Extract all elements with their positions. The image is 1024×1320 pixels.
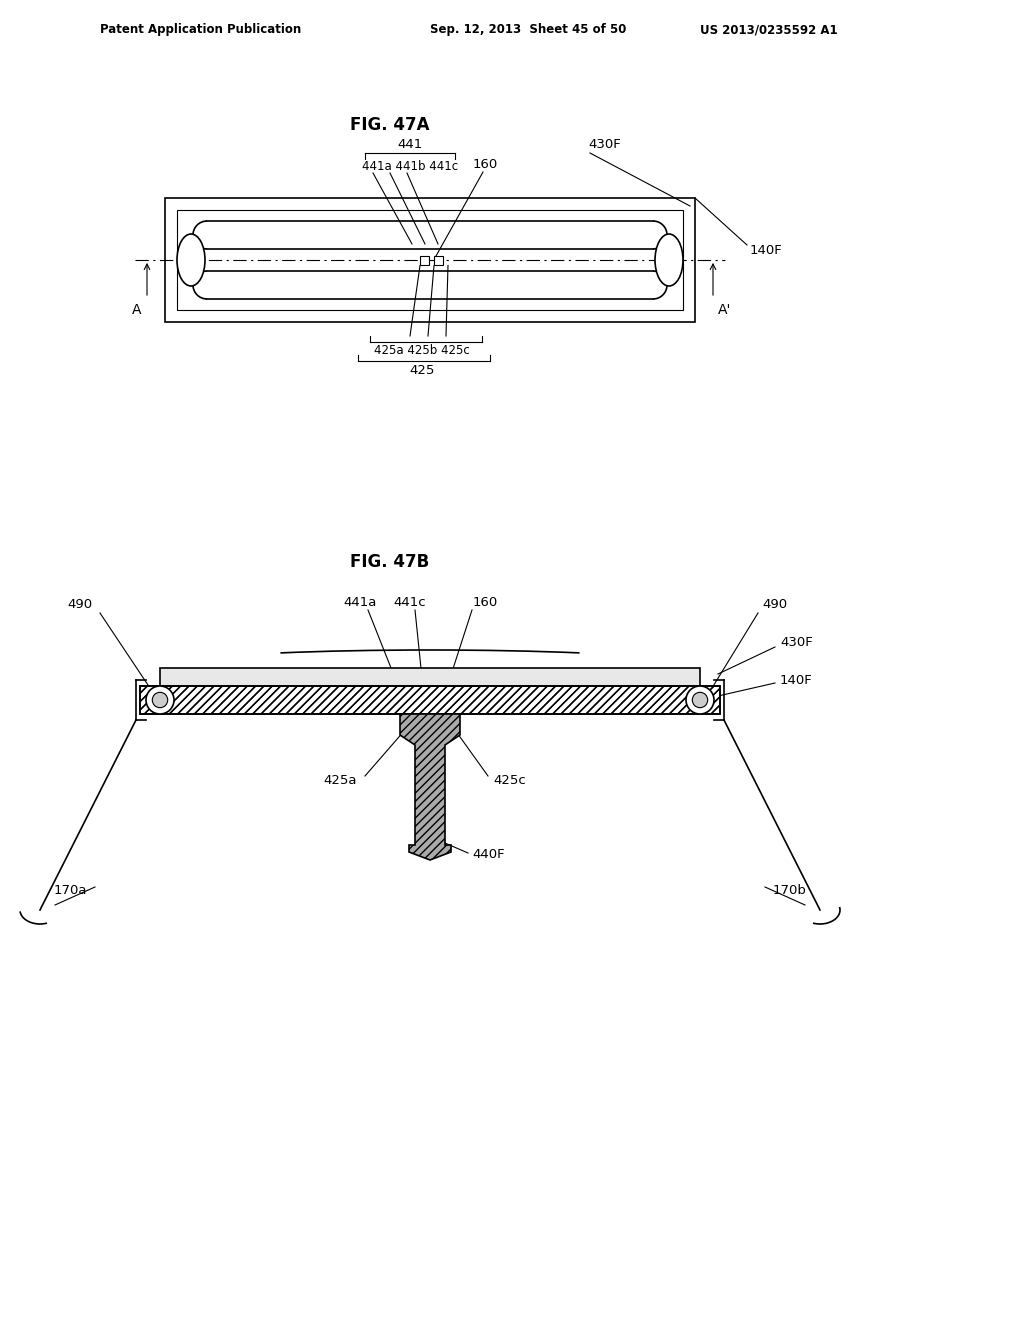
Text: 170a: 170a xyxy=(53,883,87,896)
Text: 490: 490 xyxy=(763,598,787,611)
Bar xyxy=(140,686,720,714)
Text: 140F: 140F xyxy=(750,243,782,256)
Text: FIG. 47A: FIG. 47A xyxy=(350,116,430,135)
Ellipse shape xyxy=(177,234,205,286)
Bar xyxy=(434,256,443,264)
Text: 490: 490 xyxy=(68,598,92,611)
Circle shape xyxy=(692,692,708,708)
Text: 441c: 441c xyxy=(393,595,426,609)
Bar xyxy=(160,668,700,686)
Text: FIG. 47B: FIG. 47B xyxy=(350,553,430,572)
Bar xyxy=(140,686,720,714)
Circle shape xyxy=(146,686,174,714)
Bar xyxy=(177,210,683,310)
Bar xyxy=(140,686,720,714)
Text: 425a 425b 425c: 425a 425b 425c xyxy=(374,343,470,356)
Bar xyxy=(420,256,429,264)
Bar xyxy=(165,198,695,322)
Text: A': A' xyxy=(718,304,732,317)
Polygon shape xyxy=(400,714,460,861)
Text: 160: 160 xyxy=(472,595,498,609)
Text: US 2013/0235592 A1: US 2013/0235592 A1 xyxy=(700,24,838,37)
Text: 170b: 170b xyxy=(773,883,807,896)
Text: 440F: 440F xyxy=(472,849,505,862)
Text: 441: 441 xyxy=(397,139,423,152)
Text: Patent Application Publication: Patent Application Publication xyxy=(100,24,301,37)
Circle shape xyxy=(686,686,714,714)
Text: 425a: 425a xyxy=(324,774,356,787)
Text: 425: 425 xyxy=(410,363,434,376)
Circle shape xyxy=(153,692,168,708)
Text: 441a 441b 441c: 441a 441b 441c xyxy=(361,161,458,173)
Text: Sep. 12, 2013  Sheet 45 of 50: Sep. 12, 2013 Sheet 45 of 50 xyxy=(430,24,627,37)
Text: 140F: 140F xyxy=(780,673,813,686)
Text: 425c: 425c xyxy=(494,774,526,787)
Ellipse shape xyxy=(655,234,683,286)
Text: A: A xyxy=(132,304,141,317)
Text: 430F: 430F xyxy=(780,635,813,648)
Text: 160: 160 xyxy=(472,158,498,172)
Text: 441a: 441a xyxy=(343,595,377,609)
Text: 430F: 430F xyxy=(589,139,622,152)
